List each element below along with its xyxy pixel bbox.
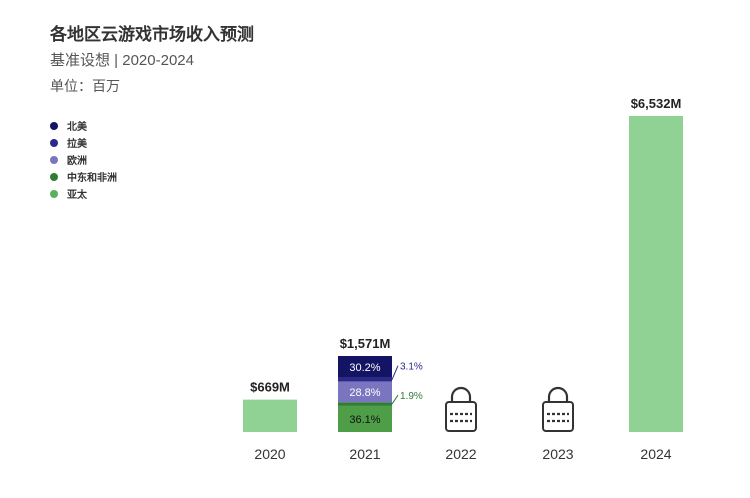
- stacked-segment-1: [338, 402, 392, 406]
- callout-line: [391, 394, 399, 405]
- stacked-segment-3: [338, 377, 392, 382]
- legend-label: 北美: [67, 122, 87, 133]
- legend-label: 亚太: [67, 190, 87, 201]
- legend: 北美 拉美 欧洲 中东和非洲 亚太: [50, 117, 117, 202]
- legend-item-mea: 中东和非洲: [50, 168, 117, 185]
- x-tick-label: 2024: [640, 446, 671, 462]
- legend-swatch: [50, 138, 58, 147]
- legend-label: 拉美: [67, 139, 87, 150]
- legend-label: 欧洲: [67, 156, 87, 167]
- callout-line: [391, 365, 399, 380]
- lock-icon: [542, 386, 574, 432]
- stacked-segment-0: [338, 405, 392, 432]
- legend-item-europe: 欧洲: [50, 151, 117, 168]
- segment-callout-label: 1.9%: [400, 391, 423, 402]
- segment-callout-label: 3.1%: [400, 362, 423, 373]
- stacked-segment-2: [338, 381, 392, 403]
- segment-label: 36.1%: [349, 414, 380, 426]
- x-tick-label: 2023: [542, 446, 573, 462]
- bar-value-label: $6,532M: [631, 96, 682, 111]
- bar: [629, 116, 683, 432]
- legend-item-latin-america: 拉美: [50, 134, 117, 151]
- legend-item-north-america: 北美: [50, 117, 117, 134]
- unit-label: 单位：百万: [50, 78, 120, 94]
- segment-label: 28.8%: [349, 387, 380, 399]
- chart-subtitle: 基准设想 | 2020-2024: [50, 52, 194, 69]
- bar-value-label: $669M: [250, 380, 290, 395]
- segment-label: 30.2%: [349, 362, 380, 374]
- chart-title: 各地区云游戏市场收入预测: [50, 25, 254, 44]
- lock-icon: [445, 386, 477, 432]
- x-tick-label: 2022: [445, 446, 476, 462]
- legend-label: 中东和非洲: [67, 173, 117, 184]
- legend-item-apac: 亚太: [50, 185, 117, 202]
- legend-swatch: [50, 155, 58, 164]
- legend-swatch: [50, 172, 58, 181]
- legend-swatch: [50, 121, 58, 130]
- stacked-segment-4: [338, 355, 392, 378]
- bar-value-label: $1,571M: [340, 336, 391, 351]
- bar: [243, 399, 297, 432]
- x-tick-label: 2020: [254, 446, 285, 462]
- x-tick-label: 2021: [349, 446, 380, 462]
- legend-swatch: [50, 189, 58, 198]
